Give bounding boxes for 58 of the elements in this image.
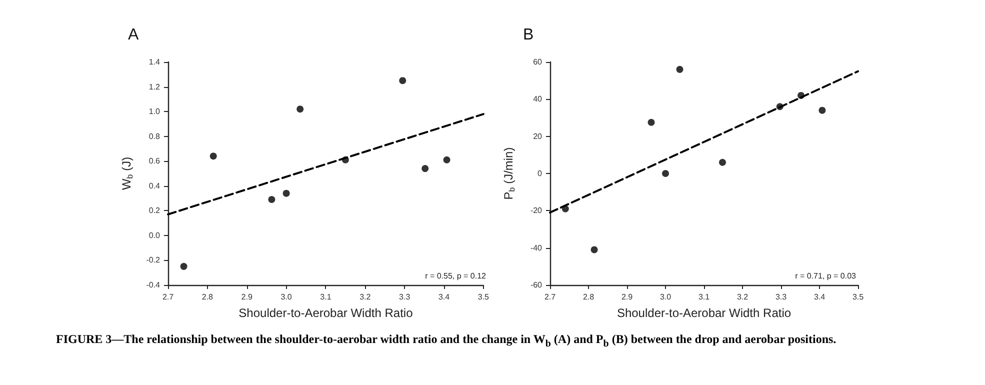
x-tick-label: 2.9 xyxy=(241,292,253,302)
y-tick-label: 0 xyxy=(538,169,543,178)
x-tick-label: 3.4 xyxy=(814,292,826,302)
x-tick-label: 3.0 xyxy=(280,292,292,302)
point xyxy=(718,158,726,166)
chart-title: B xyxy=(523,26,534,44)
x-tick-label: 2.9 xyxy=(621,292,634,302)
y-tick-label: 20 xyxy=(533,132,543,141)
x-tick-label: 3.3 xyxy=(399,292,411,302)
y-tick-label: -40 xyxy=(530,243,543,252)
x-tick-label: 2.7 xyxy=(162,292,174,302)
point xyxy=(422,165,429,172)
x-tick-label: 3.5 xyxy=(478,292,490,302)
y-tick-label: -20 xyxy=(530,206,543,216)
x-axis-title: Shoulder-to-Aerobar Width Ratio xyxy=(238,306,414,320)
point xyxy=(662,170,669,177)
point xyxy=(590,246,598,254)
x-tick-label: 3.0 xyxy=(660,292,672,302)
x-tick-label: 3.2 xyxy=(360,292,372,302)
y-tick-label: -60 xyxy=(530,280,543,290)
point xyxy=(818,106,826,114)
annotation: r = 0.55, p = 0.12 xyxy=(425,272,487,280)
chart-title: A xyxy=(128,26,139,44)
x-tick-label: 2.7 xyxy=(544,292,556,302)
y-tick-label: 1.4 xyxy=(148,58,161,66)
y-axis-title: Wb (J) xyxy=(120,156,134,190)
y-tick-label: 0.2 xyxy=(148,206,161,216)
y-tick-label: -0.4 xyxy=(146,280,161,290)
caption: FIGURE 3—The relationship between the shoulder-to-aerobar width ratio and the change in W$_{b}$ (A) and P$_{b}$ (B) between the drop and aerobar positions. xyxy=(55,331,838,352)
point xyxy=(296,106,304,113)
x-tick-label: 3.3 xyxy=(775,292,788,302)
y-tick-label: 0.6 xyxy=(148,156,161,166)
y-tick-label: 0.8 xyxy=(148,132,161,141)
y-axis-title: Pb (J/min) xyxy=(502,147,516,200)
point xyxy=(268,196,276,204)
annotation: r = 0.71, p = 0.03 xyxy=(795,272,857,280)
point xyxy=(282,190,290,197)
x-tick-label: 3.2 xyxy=(736,292,749,302)
point xyxy=(399,77,406,84)
x-tick-label: 2.8 xyxy=(582,292,595,302)
y-tick-label: 60 xyxy=(533,58,543,66)
y-tick-label: 1.2 xyxy=(148,82,161,92)
y-tick-label: -0.2 xyxy=(146,256,161,265)
point xyxy=(648,118,655,126)
y-tick-label: 0.0 xyxy=(148,230,161,240)
y-tick-label: 40 xyxy=(533,94,543,104)
point xyxy=(180,262,188,270)
x-tick-label: 3.1 xyxy=(320,292,332,302)
point xyxy=(676,66,684,73)
x-tick-label: 3.4 xyxy=(438,292,450,302)
x-tick-label: 2.8 xyxy=(202,292,214,302)
y-tick-label: 1.0 xyxy=(148,107,161,116)
x-tick-label: 3.5 xyxy=(852,292,864,302)
y-tick-label: 0.4 xyxy=(148,181,161,190)
point xyxy=(210,152,217,160)
x-axis-title: Shoulder-to-Aerobar Width Ratio xyxy=(616,306,792,320)
point xyxy=(443,156,450,164)
x-tick-label: 3.1 xyxy=(698,292,710,302)
